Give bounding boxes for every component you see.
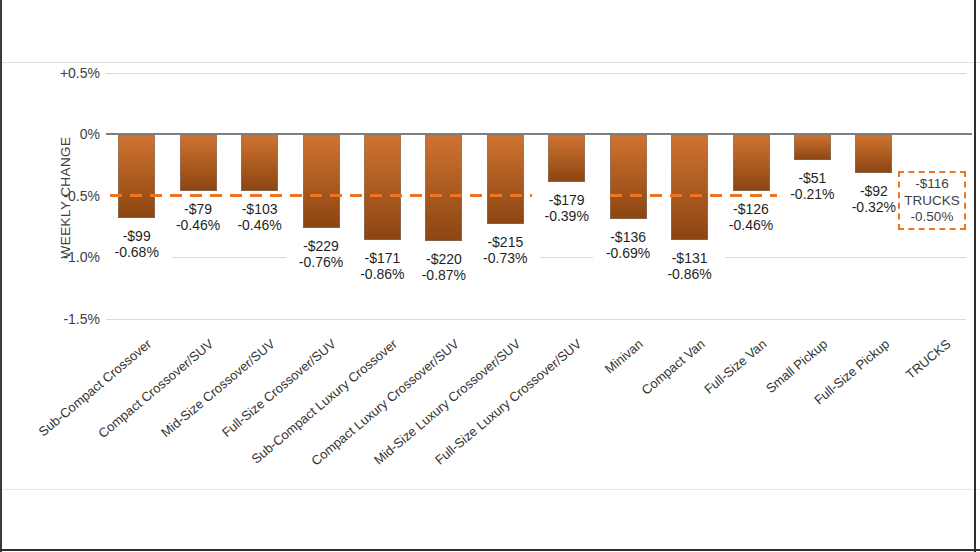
- top-separator-line: [0, 62, 980, 63]
- y-tick-label: -1.5%: [28, 310, 100, 328]
- x-axis-label: Compact Crossover/SUV: [96, 337, 216, 441]
- bar-dollar-label: -$79: [163, 201, 233, 217]
- bar-mid-size-crossover-suv: [241, 135, 278, 191]
- bar-percent-label: -0.86%: [347, 266, 417, 282]
- bar-small-pickup: [794, 135, 831, 160]
- bar-dollar-label: -$220: [409, 251, 479, 267]
- y-tick-label: 0%: [28, 125, 100, 143]
- x-axis-label: Minivan: [603, 337, 646, 377]
- x-axis-label: TRUCKS: [903, 337, 953, 382]
- trucks-summary-box: -$116 TRUCKS -0.50%: [898, 171, 966, 230]
- bar-percent-label: -0.46%: [225, 217, 295, 233]
- bar-dollar-label: -$171: [347, 250, 417, 266]
- bar-compact-luxury-crossover-suv: [425, 135, 462, 241]
- bar-dollar-label: -$229: [286, 238, 356, 254]
- y-tick-label: -1.0%: [28, 248, 100, 266]
- bar-percent-label: -0.86%: [655, 266, 725, 282]
- x-axis-label: Compact Van: [639, 337, 708, 398]
- x-axis-label: Full-Size Crossover/SUV: [220, 337, 339, 440]
- bar-value-label: -$131-0.86%: [655, 250, 725, 282]
- bar-value-label: -$229-0.76%: [286, 238, 356, 270]
- bar-percent-label: -0.69%: [593, 245, 663, 261]
- bar-full-size-luxury-crossover-suv: [548, 135, 585, 182]
- bar-minivan: [610, 135, 647, 219]
- bar-compact-crossover-suv: [180, 135, 217, 191]
- bottom-separator-line: [0, 489, 980, 490]
- bar-percent-label: -0.39%: [532, 208, 602, 224]
- trucks-percent-value: -0.50%: [900, 209, 964, 226]
- frame-border-bottom: [0, 549, 980, 551]
- bar-percent-label: -0.76%: [286, 254, 356, 270]
- vehicle-weekly-change-chart: WEEKLY CHANGE -$116 TRUCKS -0.50% +0.5%0…: [0, 0, 980, 552]
- bar-dollar-label: -$131: [655, 250, 725, 266]
- frame-border-left: [0, 0, 2, 552]
- trucks-dollar-value: -$116: [900, 176, 964, 193]
- zero-axis-line: [106, 133, 972, 135]
- bar-value-label: -$179-0.39%: [532, 192, 602, 224]
- bar-percent-label: -0.68%: [102, 244, 172, 260]
- bar-percent-label: -0.73%: [470, 250, 540, 266]
- x-axis-label: Full-Size Van: [702, 337, 769, 397]
- trucks-label: TRUCKS: [900, 193, 964, 210]
- bar-value-label: -$215-0.73%: [470, 234, 540, 266]
- gridline: [106, 73, 966, 74]
- bar-value-label: -$126-0.46%: [716, 201, 786, 233]
- bar-full-size-crossover-suv: [303, 135, 340, 228]
- y-tick-label: -0.5%: [28, 187, 100, 205]
- bar-value-label: -$171-0.86%: [347, 250, 417, 282]
- bar-sub-compact-luxury-crossover: [364, 135, 401, 240]
- bar-sub-compact-crossover: [118, 135, 155, 218]
- bar-value-label: -$51-0.21%: [777, 170, 847, 202]
- bar-mid-size-luxury-crossover-suv: [487, 135, 524, 224]
- bar-compact-van: [671, 135, 708, 240]
- frame-border-right: [974, 0, 976, 552]
- bar-dollar-label: -$126: [716, 201, 786, 217]
- bar-percent-label: -0.46%: [163, 217, 233, 233]
- bar-dollar-label: -$99: [102, 228, 172, 244]
- bar-percent-label: -0.21%: [777, 186, 847, 202]
- bar-percent-label: -0.46%: [716, 217, 786, 233]
- x-axis-label: Sub-Compact Crossover: [37, 337, 155, 439]
- bar-full-size-pickup: [855, 135, 892, 173]
- gridline: [106, 319, 966, 320]
- bar-value-label: -$136-0.69%: [593, 229, 663, 261]
- bar-dollar-label: -$136: [593, 229, 663, 245]
- x-axis-label: Mid-Size Crossover/SUV: [158, 337, 277, 440]
- bar-full-size-van: [733, 135, 770, 191]
- y-tick-label: +0.5%: [28, 64, 100, 82]
- bar-value-label: -$220-0.87%: [409, 251, 479, 283]
- bar-value-label: -$99-0.68%: [102, 228, 172, 260]
- bar-percent-label: -0.87%: [409, 267, 479, 283]
- bar-dollar-label: -$103: [225, 201, 295, 217]
- bar-value-label: -$103-0.46%: [225, 201, 295, 233]
- bar-dollar-label: -$179: [532, 192, 602, 208]
- bar-dollar-label: -$215: [470, 234, 540, 250]
- bar-dollar-label: -$51: [777, 170, 847, 186]
- bar-value-label: -$79-0.46%: [163, 201, 233, 233]
